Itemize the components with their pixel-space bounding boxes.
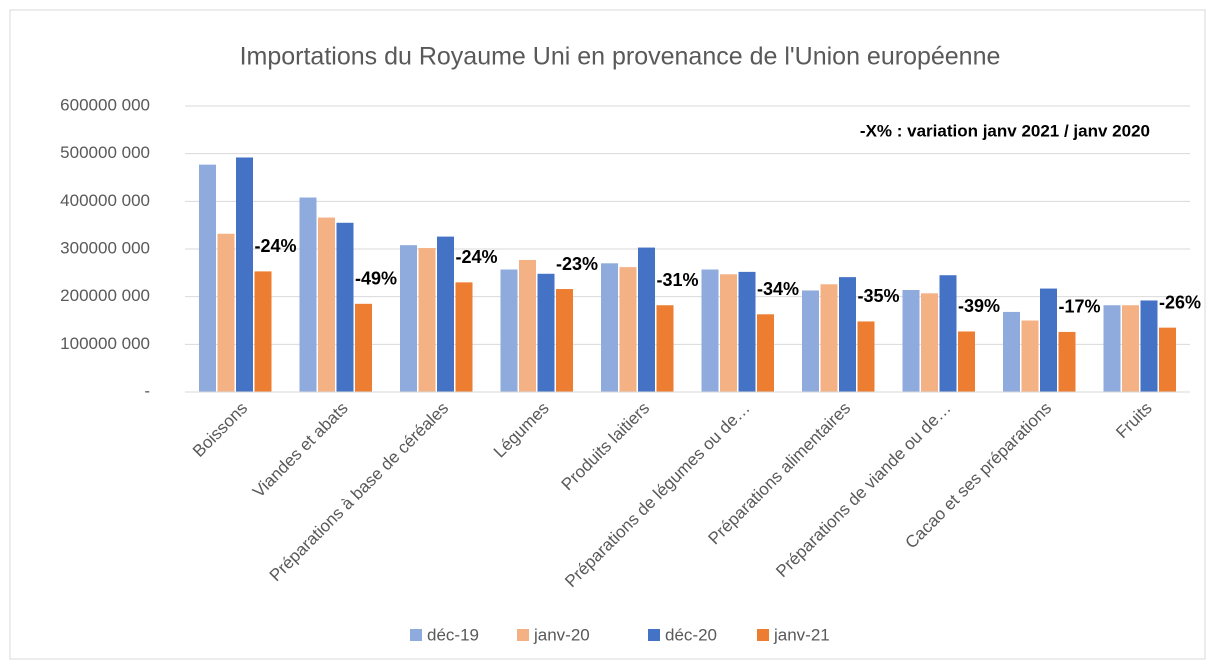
y-tick-label: 500000 000: [60, 143, 150, 162]
bar: [537, 273, 555, 392]
bar: [619, 267, 637, 392]
note: -X% : variation janv 2021 / janv 2020: [860, 121, 1150, 140]
annotation: -31%: [657, 270, 699, 290]
annotation: -17%: [1059, 297, 1101, 317]
annotation: -49%: [355, 269, 397, 289]
bar: [556, 289, 573, 392]
bar: [1058, 331, 1076, 392]
annotation: -35%: [858, 286, 900, 306]
y-tick-label: 300000 000: [60, 238, 150, 257]
bar: [656, 305, 674, 392]
bar: [757, 314, 774, 392]
legend-label: janv-21: [773, 625, 830, 644]
bar: [519, 259, 536, 392]
chart-title: Importations du Royaume Uni en provenanc…: [240, 43, 1001, 71]
y-tick-label: 100000 000: [60, 334, 150, 353]
bar: [418, 248, 436, 392]
bar: [455, 282, 473, 392]
bar: [254, 271, 272, 392]
annotation: -24%: [255, 236, 297, 256]
bar: [299, 197, 317, 392]
bar: [500, 269, 518, 392]
bar: [217, 233, 235, 392]
bar: [939, 275, 957, 392]
bar: [1040, 288, 1057, 392]
bar: [638, 247, 655, 392]
legend-swatch: [517, 629, 529, 641]
legend-label: déc-20: [665, 625, 717, 644]
y-tick-label: 200000 000: [60, 286, 150, 305]
bar: [1122, 305, 1139, 392]
bar: [355, 303, 372, 392]
bar: [820, 284, 838, 392]
bar: [958, 331, 975, 392]
bar: [336, 222, 354, 392]
legend-swatch: [410, 629, 422, 641]
bar: [437, 236, 454, 392]
bar: [400, 245, 417, 392]
bar: [1003, 311, 1020, 392]
bar: [720, 274, 737, 392]
bar: [802, 290, 819, 392]
bar: [701, 269, 719, 392]
legend-label: janv-20: [533, 625, 590, 644]
bar: [902, 289, 920, 392]
annotation: -24%: [456, 247, 498, 267]
y-tick-label: 400000 000: [60, 191, 150, 210]
bar: [921, 293, 938, 392]
annotation: -26%: [1159, 292, 1201, 312]
bar: [839, 277, 856, 392]
bar: [857, 321, 875, 392]
annotation: -34%: [757, 279, 799, 299]
bar: [199, 164, 216, 392]
bar: [1140, 300, 1158, 392]
bar: [1103, 305, 1121, 392]
bar: [601, 263, 618, 392]
bar: [738, 271, 756, 392]
bar: [236, 157, 253, 392]
legend-swatch: [648, 629, 660, 641]
y-tick-label: 600000 000: [60, 95, 150, 114]
legend-swatch: [757, 629, 769, 641]
bar: [1021, 320, 1039, 392]
annotation: -39%: [958, 296, 1000, 316]
y-tick-label: -: [144, 381, 150, 400]
bar: [318, 217, 335, 392]
annotation: -23%: [556, 254, 598, 274]
legend-label: déc-19: [427, 625, 479, 644]
bar: [1159, 327, 1176, 392]
